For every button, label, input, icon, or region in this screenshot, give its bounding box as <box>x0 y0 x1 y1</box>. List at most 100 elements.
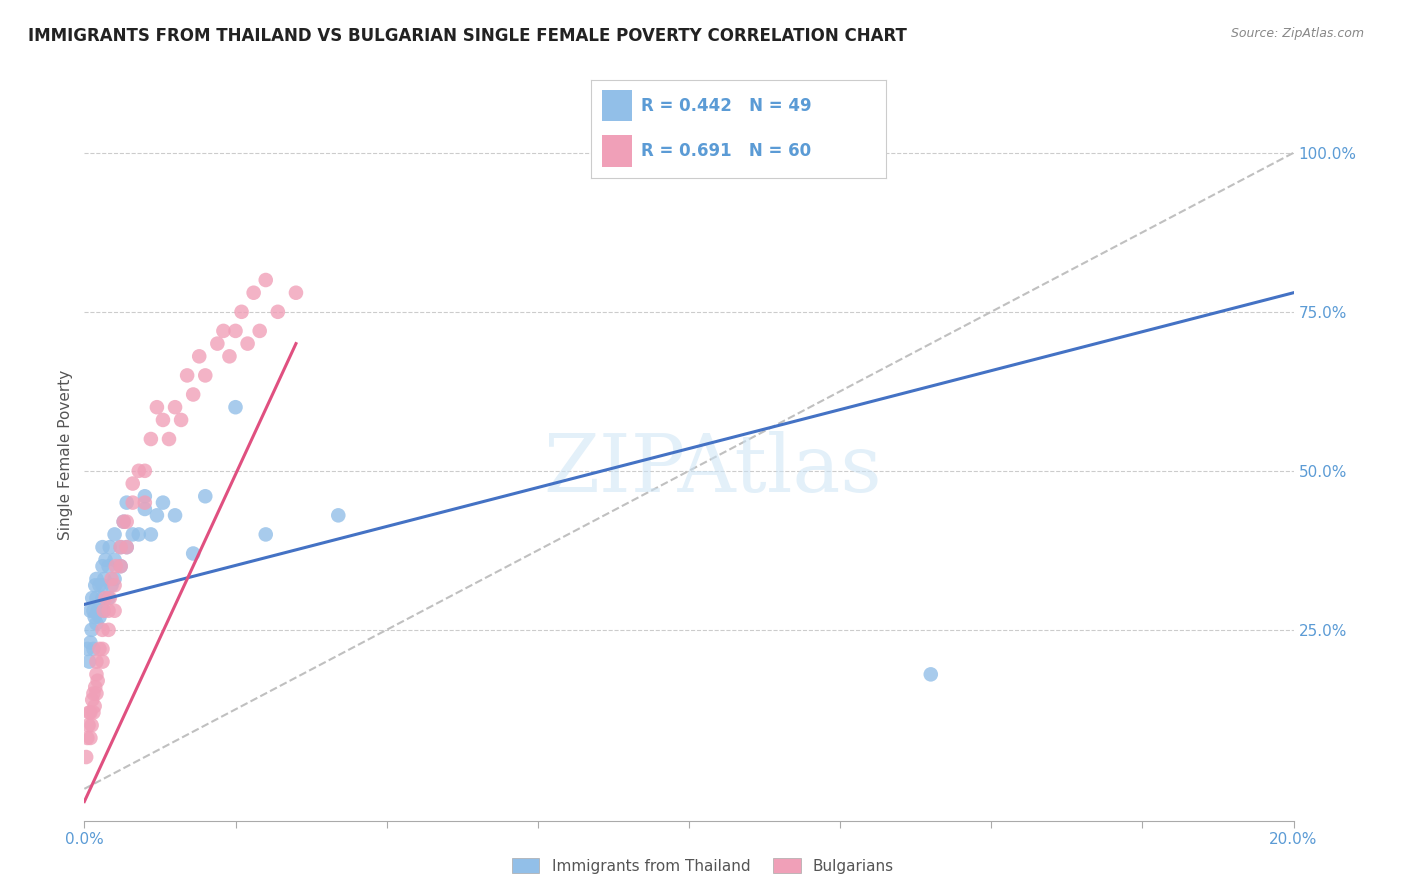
Text: R = 0.691   N = 60: R = 0.691 N = 60 <box>641 142 811 160</box>
Point <box>79 635 101 649</box>
Point <box>75 750 97 764</box>
Point <box>76 731 98 745</box>
Point <box>86 667 108 681</box>
Point <box>86 604 108 618</box>
Point <box>91 623 114 637</box>
Point <box>82 693 104 707</box>
Point <box>112 515 135 529</box>
Point <box>93 604 115 618</box>
Point <box>93 572 115 586</box>
Text: IMMIGRANTS FROM THAILAND VS BULGARIAN SINGLE FEMALE POVERTY CORRELATION CHART: IMMIGRANTS FROM THAILAND VS BULGARIAN SI… <box>28 27 907 45</box>
Point <box>134 489 156 503</box>
Point <box>134 502 156 516</box>
Point <box>86 655 108 669</box>
Text: R = 0.442   N = 49: R = 0.442 N = 49 <box>641 97 811 115</box>
Point <box>110 540 132 554</box>
Point <box>84 578 107 592</box>
Point <box>104 553 127 567</box>
Point <box>80 718 103 732</box>
Point <box>176 368 198 383</box>
Point <box>91 591 114 605</box>
Point <box>77 706 100 720</box>
Point <box>82 591 104 605</box>
Point <box>328 508 350 523</box>
Point <box>76 641 98 656</box>
Point <box>89 578 111 592</box>
Point <box>100 578 122 592</box>
Point <box>115 495 138 509</box>
Point <box>112 515 135 529</box>
Point <box>98 540 121 554</box>
Point <box>134 495 156 509</box>
Point <box>110 540 132 554</box>
Point <box>115 515 138 529</box>
Point <box>104 578 127 592</box>
Point <box>920 667 942 681</box>
Point <box>91 578 114 592</box>
Text: Source: ZipAtlas.com: Source: ZipAtlas.com <box>1230 27 1364 40</box>
Point <box>104 527 127 541</box>
Point <box>86 591 108 605</box>
Y-axis label: Single Female Poverty: Single Female Poverty <box>58 370 73 540</box>
Point <box>194 489 217 503</box>
Point <box>110 559 132 574</box>
Point <box>89 610 111 624</box>
Point <box>84 680 107 694</box>
Point <box>254 527 277 541</box>
Bar <box>602 136 631 167</box>
Point <box>97 591 120 605</box>
Point <box>121 495 143 509</box>
Point <box>77 718 100 732</box>
Point <box>100 572 122 586</box>
Point <box>115 540 138 554</box>
Point <box>207 336 229 351</box>
Point <box>91 655 114 669</box>
Point <box>86 572 108 586</box>
Point <box>83 610 105 624</box>
Point <box>225 401 247 415</box>
Point <box>236 336 259 351</box>
Point <box>254 273 277 287</box>
Point <box>134 464 156 478</box>
Point <box>94 591 117 605</box>
Point <box>194 368 217 383</box>
Point <box>231 305 253 319</box>
Point <box>86 673 108 688</box>
Point <box>97 559 120 574</box>
Point <box>165 401 187 415</box>
Point <box>93 604 115 618</box>
Point <box>79 604 101 618</box>
Point <box>97 604 120 618</box>
Point <box>128 464 150 478</box>
Point <box>121 527 143 541</box>
Point <box>79 731 101 745</box>
Point <box>86 686 108 700</box>
Point <box>104 604 127 618</box>
Point <box>121 476 143 491</box>
Point <box>97 623 120 637</box>
Point <box>110 559 132 574</box>
Point <box>82 686 104 700</box>
Point <box>79 706 101 720</box>
Point <box>188 349 211 363</box>
Point <box>152 413 174 427</box>
Point <box>91 540 114 554</box>
Point <box>152 495 174 509</box>
Point <box>165 508 187 523</box>
Legend: Immigrants from Thailand, Bulgarians: Immigrants from Thailand, Bulgarians <box>506 852 900 880</box>
Point <box>128 527 150 541</box>
Point <box>98 591 121 605</box>
Point <box>89 641 111 656</box>
Point <box>267 305 290 319</box>
Point <box>94 553 117 567</box>
Point <box>104 559 127 574</box>
Point <box>181 387 204 401</box>
Point <box>170 413 193 427</box>
Point <box>77 655 100 669</box>
Point <box>86 616 108 631</box>
Point <box>91 559 114 574</box>
Point <box>218 349 240 363</box>
Point <box>82 706 104 720</box>
Point <box>146 508 169 523</box>
Bar <box>602 90 631 121</box>
